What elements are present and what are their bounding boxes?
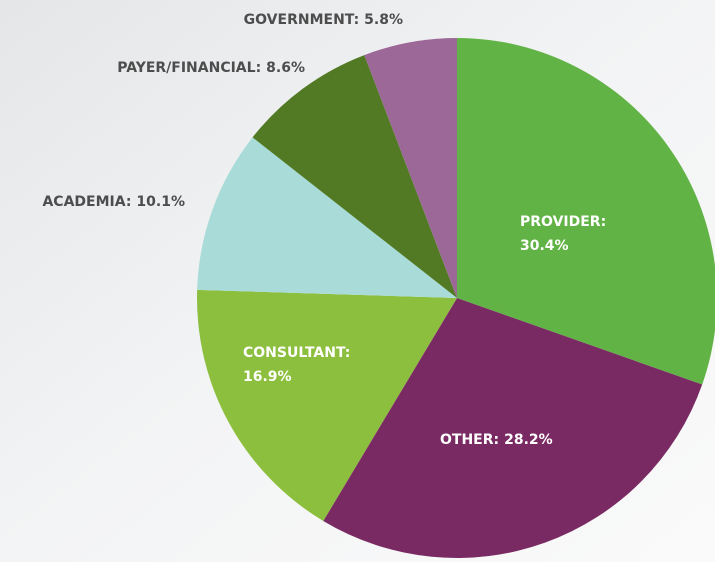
category-label: ACADEMIA:	[42, 194, 131, 210]
slice-label: GOVERNMENT: 5.8%	[244, 12, 403, 28]
pie-slice	[197, 289, 457, 521]
category-label: GOVERNMENT:	[244, 12, 360, 28]
slice-label: PAYER/FINANCIAL: 8.6%	[117, 60, 305, 76]
pie-slice	[457, 38, 715, 385]
category-label: PAYER/FINANCIAL:	[117, 60, 261, 76]
value-label: 5.8%	[364, 12, 403, 28]
value-label: 16.9%	[243, 369, 292, 385]
category-label: OTHER:	[440, 432, 499, 448]
pie-slice	[323, 298, 703, 558]
pie-slice	[197, 137, 457, 298]
slice-label: ACADEMIA: 10.1%	[42, 194, 185, 210]
value-label: 8.6%	[266, 60, 305, 76]
slice-label: OTHER: 28.2%	[440, 432, 553, 448]
value-label: 28.2%	[504, 432, 553, 448]
category-label: CONSULTANT:	[243, 345, 350, 361]
slice-label: PROVIDER: 30.4%	[520, 214, 606, 254]
pie-slice	[252, 55, 457, 298]
value-label: 30.4%	[520, 238, 569, 254]
slice-label: CONSULTANT: 16.9%	[243, 345, 350, 385]
category-label: PROVIDER:	[520, 214, 606, 230]
value-label: 10.1%	[136, 194, 185, 210]
pie-slice	[364, 38, 457, 298]
